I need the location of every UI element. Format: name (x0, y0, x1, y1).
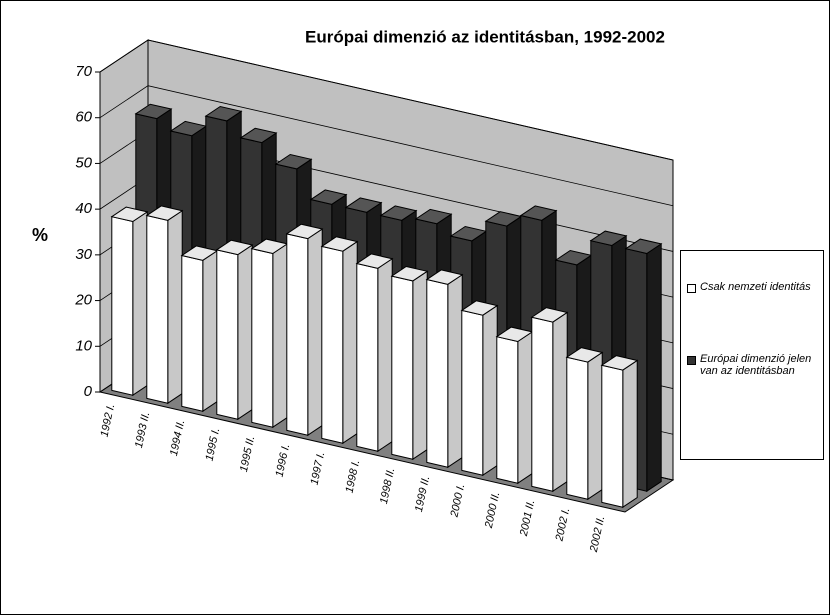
bar-top (355, 253, 394, 269)
bar-top (624, 238, 663, 255)
bar (320, 236, 359, 445)
y-tick-label: 30 (75, 246, 92, 263)
bar-side (272, 242, 288, 429)
bar-front (461, 309, 484, 476)
y-tick-label: 20 (74, 292, 92, 309)
bar-front (566, 356, 589, 500)
legend-swatch (687, 284, 696, 293)
bar-top (460, 300, 499, 316)
bar-top (600, 355, 639, 371)
bar (180, 245, 219, 413)
bar-front (391, 275, 414, 460)
bar-side (202, 249, 218, 413)
bar-top (530, 307, 569, 323)
y-tick-label: 60 (75, 109, 92, 126)
bar (425, 269, 464, 469)
bar-side (517, 330, 533, 485)
bar-front (356, 262, 379, 452)
y-tick-label: 0 (84, 383, 93, 400)
y-tick-label: 50 (75, 154, 92, 171)
bar-top (145, 205, 184, 221)
grid-line (99, 39, 674, 161)
bar (215, 239, 254, 421)
bar-side (132, 210, 148, 397)
bar-front (216, 249, 239, 420)
bar-front (146, 214, 169, 404)
y-tick-label: 10 (75, 337, 92, 354)
bar-front (496, 336, 519, 484)
bar-side (622, 359, 638, 509)
bar-top (274, 153, 313, 170)
bar-top (390, 265, 429, 282)
bar-top (344, 197, 383, 213)
bar-front (181, 254, 204, 412)
bar (285, 223, 324, 437)
legend-label: Európai dimenzió jelen van az identitásb… (700, 353, 812, 377)
bar-front (111, 216, 134, 396)
bar (355, 253, 394, 453)
legend-label: Csak nemzeti identitás (700, 281, 811, 293)
bar (600, 355, 639, 509)
bar-front (251, 248, 274, 428)
bar (390, 265, 429, 461)
chart-title: Európai dimenzió az identitásban, 1992-2… (305, 27, 665, 46)
bar-front (321, 245, 344, 444)
bar-side (447, 273, 463, 469)
bar-top (134, 103, 173, 120)
bar-top (239, 127, 278, 144)
bar-side (307, 228, 323, 437)
bar-side (646, 242, 662, 493)
bar-top (425, 269, 464, 285)
bar (110, 206, 149, 397)
legend-swatch (687, 356, 696, 365)
bar-side (552, 311, 568, 493)
bar-side (482, 304, 498, 477)
bar-side (412, 270, 428, 461)
bar-top (414, 208, 453, 225)
bar (565, 347, 604, 501)
bar (145, 205, 184, 405)
bar (530, 307, 569, 493)
grid-line (99, 85, 674, 207)
y-tick-label: 70 (75, 63, 92, 80)
bar (460, 300, 499, 477)
bar-top (110, 206, 149, 223)
bar-top (309, 189, 348, 205)
legend-entry: Európai dimenzió jelen van az identitásb… (687, 353, 821, 377)
bar-top (320, 236, 359, 252)
bar-top (204, 105, 243, 122)
legend-entry: Csak nemzeti identitás (687, 281, 821, 293)
bar-top (379, 205, 418, 221)
bar-front (601, 364, 624, 508)
bar-front (531, 316, 554, 492)
bar (495, 326, 534, 485)
bar-side (237, 244, 253, 421)
bar-top (215, 239, 254, 256)
legend: Csak nemzeti identitás Európai dimenzió j… (680, 250, 824, 460)
bar-top (285, 223, 324, 240)
bar-top (565, 347, 604, 363)
bar-top (519, 205, 558, 221)
y-tick-label: 40 (75, 200, 92, 217)
bar-side (377, 257, 393, 453)
bar-front (426, 278, 449, 468)
bar-front (286, 233, 309, 436)
y-axis-label: % (32, 225, 48, 245)
bar-side (167, 209, 183, 405)
bar-top (589, 230, 628, 247)
bar-side (342, 240, 358, 445)
bar-side (587, 351, 603, 501)
bar (250, 238, 289, 429)
